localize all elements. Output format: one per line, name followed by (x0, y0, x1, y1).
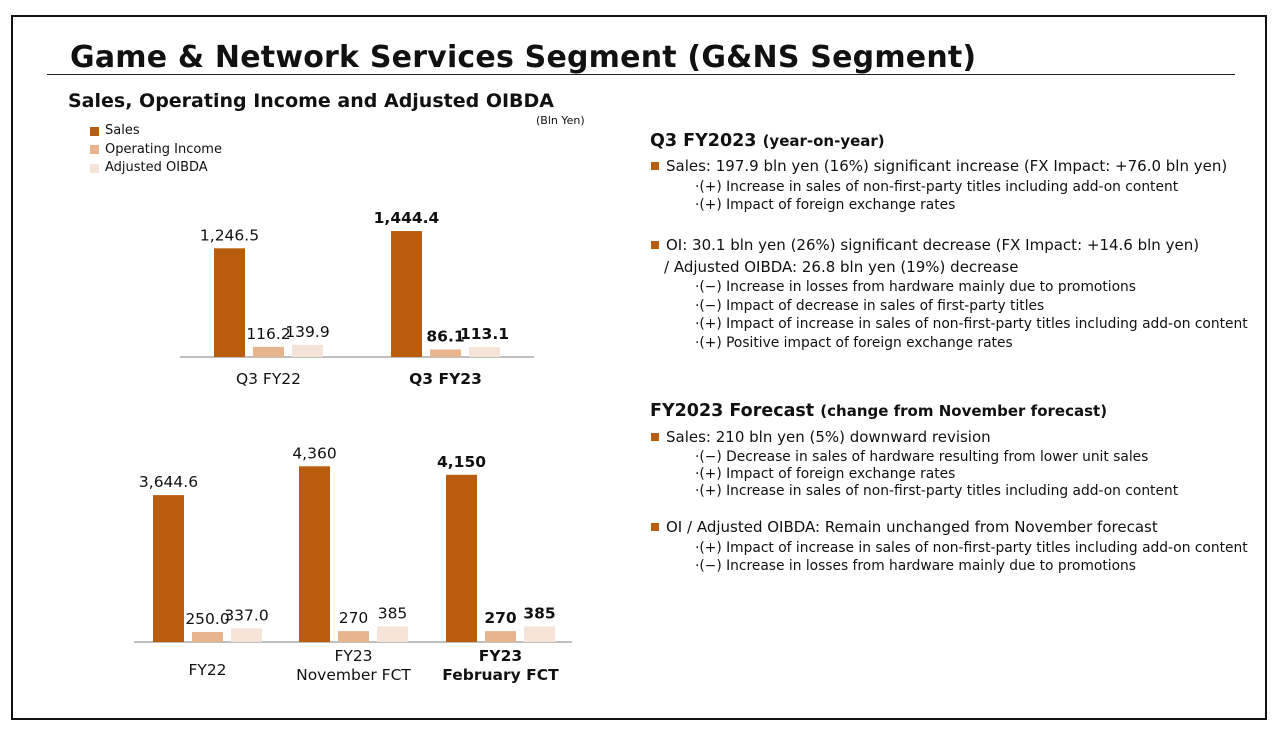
forecast-oi-point: ·(+) Impact of increase in sales of non-… (695, 540, 1248, 556)
bullet-square-icon (651, 433, 659, 441)
data-label-sales: 4,150 (437, 453, 486, 471)
chart-subtitle: Sales, Operating Income and Adjusted OIB… (68, 90, 555, 112)
q3-oi-point: ·(−) Impact of decrease in sales of firs… (695, 298, 1045, 314)
q3-sales-point: ·(+) Impact of foreign exchange rates (695, 197, 956, 213)
bar-adjusted-oibda (292, 344, 323, 357)
forecast-sales-text: Sales: 210 bln yen (5%) downward revisio… (666, 428, 991, 446)
data-label-adjusted-oibda: 113.1 (460, 325, 509, 343)
forecast-heading-title: FY2023 Forecast (650, 401, 815, 421)
q3-oi-point: ·(+) Impact of increase in sales of non-… (695, 316, 1248, 332)
data-label-operating-income: 250.0 (185, 610, 229, 628)
legend-label-adjusted-oibda: Adjusted OIBDA (105, 160, 208, 175)
forecast-sales-point: ·(−) Decrease in sales of hardware resul… (695, 449, 1149, 465)
legend-label-operating-income: Operating Income (105, 141, 222, 157)
bar-operating-income (430, 349, 461, 357)
q3-oi-point: ·(+) Positive impact of foreign exchange… (695, 335, 1013, 351)
title-divider (47, 74, 1235, 75)
forecast-oi-point: ·(−) Increase in losses from hardware ma… (695, 558, 1136, 574)
category-label: February FCT (442, 666, 559, 684)
q3-sales-point: ·(+) Increase in sales of non-first-part… (695, 179, 1179, 195)
forecast-sales-bullet: Sales: 210 bln yen (5%) downward revisio… (651, 428, 991, 446)
forecast-heading-note: (change from November forecast) (820, 402, 1108, 420)
bar-adjusted-oibda (377, 626, 408, 642)
bar-operating-income (338, 631, 369, 642)
bar-sales (153, 495, 184, 642)
bar-adjusted-oibda (231, 628, 262, 642)
bar-sales (214, 248, 245, 357)
bar-adjusted-oibda (524, 626, 555, 642)
q3-sales-bullet: Sales: 197.9 bln yen (16%) significant i… (651, 157, 1227, 175)
q3-sales-text: Sales: 197.9 bln yen (16%) significant i… (666, 157, 1228, 175)
bar-operating-income (253, 346, 284, 357)
chart-legend: Sales Operating Income Adjusted OIBDA (90, 122, 222, 178)
forecast-heading: FY2023 Forecast (change from November fo… (650, 401, 1107, 421)
bullet-square-icon (651, 241, 659, 249)
data-label-operating-income: 270 (339, 609, 369, 627)
bar-sales (299, 466, 330, 642)
bar-adjusted-oibda (469, 347, 500, 357)
bar-sales (446, 474, 477, 642)
bullet-square-icon (651, 162, 659, 170)
legend-label-sales: Sales (105, 123, 140, 138)
forecast-sales-point: ·(+) Increase in sales of non-first-part… (695, 483, 1179, 499)
data-label-adjusted-oibda: 385 (378, 604, 408, 622)
data-label-sales: 4,360 (292, 444, 336, 462)
q3-heading: Q3 FY2023 (year-on-year) (650, 131, 885, 151)
data-label-operating-income: 116.2 (246, 325, 290, 343)
forecast-sales-point: ·(+) Impact of foreign exchange rates (695, 466, 956, 482)
legend-item-adjusted-oibda: Adjusted OIBDA (90, 159, 222, 178)
category-label: FY23 (334, 647, 372, 665)
legend-swatch-operating-income (90, 145, 99, 155)
data-label-sales: 3,644.6 (139, 473, 198, 491)
data-label-adjusted-oibda: 337.0 (224, 606, 268, 624)
data-label-sales: 1,246.5 (200, 226, 259, 244)
legend-swatch-adjusted-oibda (90, 163, 99, 173)
q3-oibda-text: / Adjusted OIBDA: 26.8 bln yen (19%) dec… (664, 258, 1019, 276)
legend-item-sales: Sales (90, 122, 222, 141)
data-label-adjusted-oibda: 385 (523, 604, 555, 622)
slide-frame (11, 15, 1267, 720)
bar-operating-income (485, 631, 516, 642)
category-label: FY22 (188, 661, 226, 679)
category-label: Q3 FY22 (236, 370, 301, 388)
bar-sales (391, 231, 422, 357)
q3-oi-text: OI: 30.1 bln yen (26%) significant decre… (666, 236, 1200, 254)
data-label-operating-income: 270 (484, 609, 517, 627)
q3-heading-title: Q3 FY2023 (650, 131, 757, 151)
legend-item-operating-income: Operating Income (90, 141, 222, 160)
unit-label: (Bln Yen) (536, 114, 585, 127)
category-label: November FCT (296, 666, 411, 684)
q3-heading-note: (year-on-year) (762, 132, 885, 150)
page-title: Game & Network Services Segment (G&NS Se… (70, 40, 977, 75)
q3-oi-bullet: OI: 30.1 bln yen (26%) significant decre… (651, 236, 1199, 254)
q3-oi-point: ·(−) Increase in losses from hardware ma… (695, 279, 1136, 295)
bullet-square-icon (651, 523, 659, 531)
forecast-oi-text: OI / Adjusted OIBDA: Remain unchanged fr… (666, 518, 1158, 536)
data-label-adjusted-oibda: 139.9 (285, 323, 329, 341)
forecast-oi-bullet: OI / Adjusted OIBDA: Remain unchanged fr… (651, 518, 1158, 536)
category-label: Q3 FY23 (409, 370, 482, 388)
category-label: FY23 (479, 647, 522, 665)
legend-swatch-sales (90, 126, 99, 136)
bar-operating-income (192, 631, 223, 642)
data-label-operating-income: 86.1 (426, 327, 464, 345)
data-label-sales: 1,444.4 (374, 209, 440, 227)
